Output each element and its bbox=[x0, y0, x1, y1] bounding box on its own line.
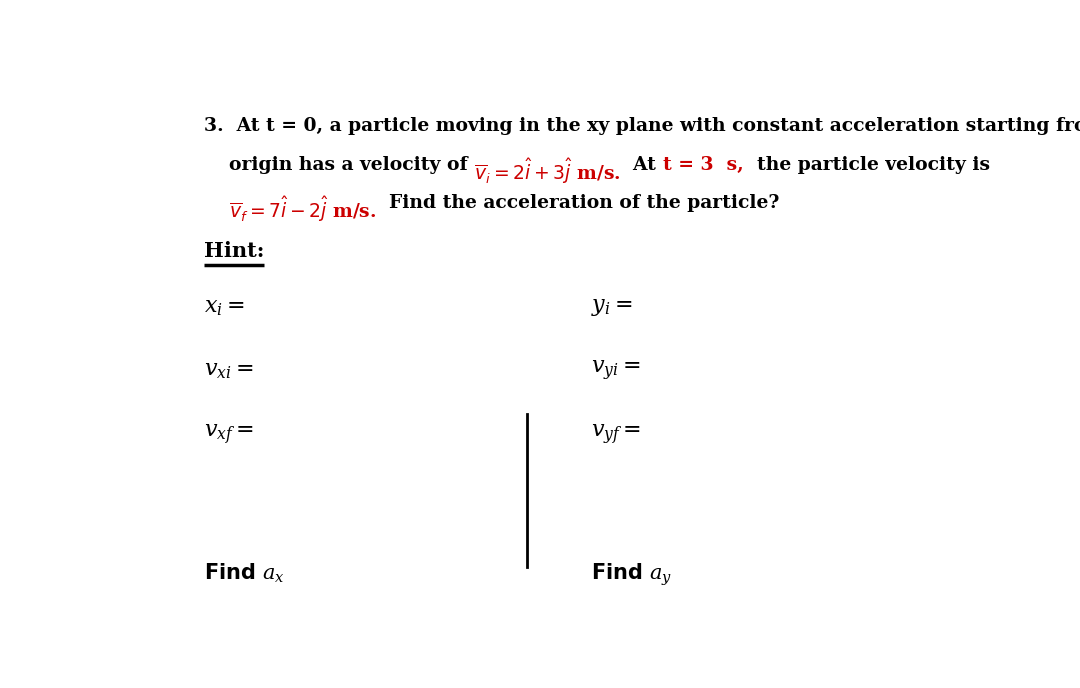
Text: Find $a_y$: Find $a_y$ bbox=[591, 562, 673, 588]
Text: $y_i =$: $y_i =$ bbox=[591, 297, 633, 319]
Text: 3.  At t = 0, a particle moving in the xy plane with constant acceleration start: 3. At t = 0, a particle moving in the xy… bbox=[204, 117, 1080, 135]
Text: $v_{xi} =$: $v_{xi} =$ bbox=[204, 361, 253, 381]
Text: At: At bbox=[620, 155, 663, 173]
Text: $v_{yi} =$: $v_{yi} =$ bbox=[591, 359, 640, 383]
Text: $v_{xf} =$: $v_{xf} =$ bbox=[204, 423, 254, 447]
Text: $\overline{v}_f = 7\hat{i} - 2\hat{j}$ m/s.: $\overline{v}_f = 7\hat{i} - 2\hat{j}$ m… bbox=[229, 194, 376, 224]
Text: Hint:: Hint: bbox=[204, 241, 264, 261]
Text: Find $a_x$: Find $a_x$ bbox=[204, 562, 285, 585]
Text: $v_{yf} =$: $v_{yf} =$ bbox=[591, 423, 642, 447]
Text: origin has a velocity of: origin has a velocity of bbox=[229, 155, 474, 173]
Text: the particle velocity is: the particle velocity is bbox=[743, 155, 989, 173]
Text: t = 3  s,: t = 3 s, bbox=[663, 155, 743, 173]
Text: $\overline{v}_i = 2\hat{i} + 3\hat{j}$ m/s.: $\overline{v}_i = 2\hat{i} + 3\hat{j}$ m… bbox=[474, 155, 620, 186]
Text: Find the acceleration of the particle?: Find the acceleration of the particle? bbox=[376, 194, 780, 213]
Text: $x_i =$: $x_i =$ bbox=[204, 298, 244, 318]
